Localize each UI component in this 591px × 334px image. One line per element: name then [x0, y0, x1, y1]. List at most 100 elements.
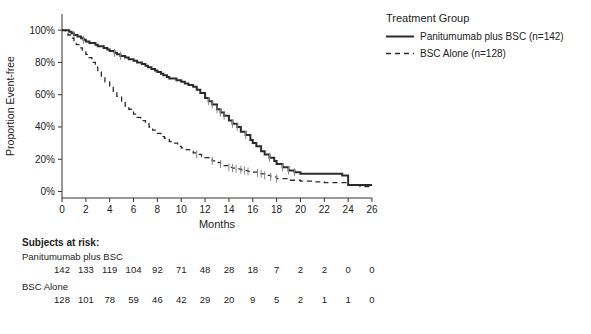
x-tick: [372, 198, 373, 202]
risk-row-label: BSC Alone: [22, 281, 68, 292]
x-tick: [205, 198, 206, 202]
risk-count: 2: [298, 294, 303, 305]
risk-count: 5: [274, 294, 279, 305]
risk-count: 42: [176, 294, 187, 305]
censor-mark: [224, 112, 225, 120]
x-tick: [252, 198, 253, 202]
risk-count: 28: [224, 264, 235, 275]
chart: 0%20%40%60%80%100%0246810121416182022242…: [0, 0, 591, 334]
x-tick-label: 26: [366, 204, 378, 215]
y-tick-label: 100%: [29, 25, 55, 36]
risk-count: 128: [54, 294, 70, 305]
risk-count: 7: [274, 264, 279, 275]
risk-count: 20: [224, 294, 235, 305]
legend-swatch: [386, 53, 414, 54]
x-tick: [324, 198, 325, 202]
plot-area: [62, 30, 372, 187]
risk-row-label: Panitumumab plus BSC: [22, 251, 123, 262]
risk-count: 0: [369, 264, 374, 275]
x-tick-label: 22: [319, 204, 331, 215]
survival-curve: [62, 30, 372, 185]
x-tick: [157, 198, 158, 202]
legend-title: Treatment Group: [386, 12, 469, 24]
risk-count: 0: [369, 294, 374, 305]
censor-mark: [83, 36, 84, 44]
risk-count: 101: [78, 294, 94, 305]
x-tick-label: 14: [223, 204, 235, 215]
censor-mark: [264, 171, 265, 179]
censor-mark: [120, 52, 121, 60]
risk-count: 59: [128, 294, 139, 305]
censor-mark: [220, 160, 221, 168]
x-tick-label: 10: [176, 204, 188, 215]
legend-swatch: [386, 36, 414, 38]
censor-mark: [196, 150, 197, 158]
risk-count: 1: [346, 294, 351, 305]
y-axis-line: [62, 14, 63, 198]
risk-count: 104: [126, 264, 142, 275]
y-tick: [58, 30, 62, 31]
risk-table: Subjects at risk:Panitumumab plus BSC142…: [22, 237, 375, 305]
censor-mark: [217, 105, 218, 113]
risk-count: 0: [346, 264, 351, 275]
risk-count: 92: [152, 264, 163, 275]
y-tick-label: 40%: [35, 121, 55, 132]
censor-mark: [282, 163, 283, 171]
x-tick: [85, 198, 86, 202]
censor-mark: [269, 154, 270, 162]
x-tick-label: 24: [343, 204, 355, 215]
censor-mark: [288, 167, 289, 175]
survival-curve: [62, 30, 372, 187]
risk-count: 1: [322, 294, 327, 305]
x-tick-label: 20: [295, 204, 307, 215]
risk-count: 142: [54, 264, 70, 275]
y-tick-label: 80%: [35, 57, 55, 68]
censor-mark: [232, 164, 233, 172]
risk-count: 2: [298, 264, 303, 275]
x-axis-label: Months: [199, 218, 236, 230]
legend-label: Panitumumab plus BSC (n=142): [420, 31, 564, 42]
risk-count: 48: [200, 264, 211, 275]
x-tick: [276, 198, 277, 202]
censor-mark: [257, 169, 258, 177]
y-tick-label: 60%: [35, 89, 55, 100]
x-tick: [109, 198, 110, 202]
x-tick: [348, 198, 349, 202]
x-tick-label: 18: [271, 204, 283, 215]
x-tick: [133, 198, 134, 202]
y-tick-label: 20%: [35, 154, 55, 165]
legend-label: BSC Alone (n=128): [420, 48, 506, 59]
y-tick: [58, 126, 62, 127]
censor-mark: [237, 123, 238, 131]
risk-count: 9: [250, 294, 255, 305]
risk-table-title: Subjects at risk:: [22, 237, 99, 248]
censor-mark: [208, 97, 209, 105]
censor-mark: [244, 167, 245, 175]
censor-mark: [248, 167, 249, 175]
censor-mark: [232, 120, 233, 128]
legend: Treatment Group Panitumumab plus BSC (n=1…: [386, 12, 564, 59]
x-tick-label: 16: [247, 204, 259, 215]
risk-count: 119: [102, 264, 117, 275]
risk-count: 29: [200, 294, 211, 305]
censor-mark: [212, 157, 213, 165]
y-tick: [58, 62, 62, 63]
censor-mark: [270, 173, 271, 181]
risk-count: 78: [104, 294, 115, 305]
y-tick: [58, 94, 62, 95]
censor-mark: [245, 131, 246, 139]
x-tick: [228, 198, 229, 202]
x-axis-line: [62, 198, 372, 199]
censor-mark: [240, 166, 241, 174]
x-tick: [300, 198, 301, 202]
x-tick-label: 12: [200, 204, 212, 215]
censor-mark: [276, 175, 277, 183]
risk-count: 2: [322, 264, 327, 275]
y-axis-label: Proportion Event-free: [4, 56, 16, 156]
censor-mark: [212, 100, 213, 108]
x-tick-label: 4: [107, 204, 113, 215]
axes: 0%20%40%60%80%100%0246810121416182022242…: [29, 14, 378, 215]
risk-count: 18: [247, 264, 258, 275]
x-tick-label: 0: [59, 204, 65, 215]
y-tick-label: 0%: [41, 186, 56, 197]
